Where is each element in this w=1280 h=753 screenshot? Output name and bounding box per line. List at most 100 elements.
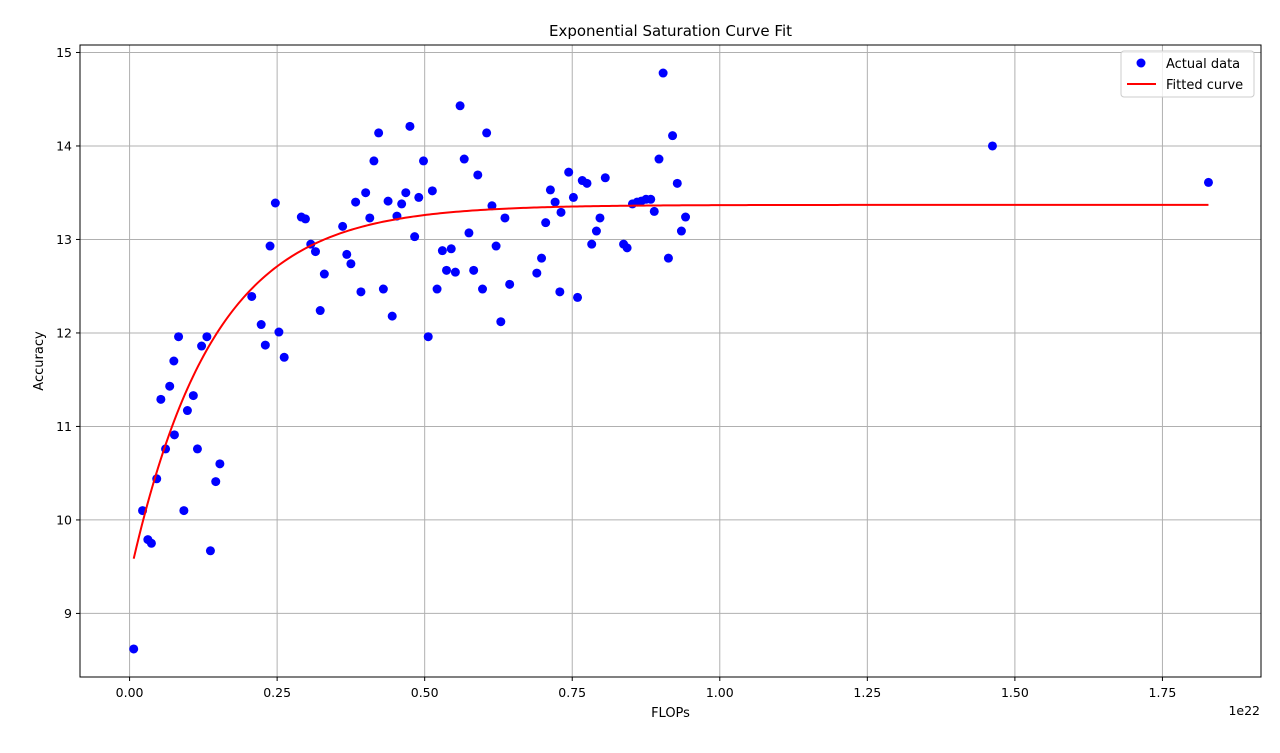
data-point (564, 167, 574, 177)
data-point (279, 352, 289, 362)
x-tick-label: 0.00 (116, 685, 144, 700)
data-point (1203, 177, 1213, 187)
data-point (169, 356, 179, 366)
data-point (668, 131, 678, 141)
x-tick-label: 1.75 (1149, 685, 1177, 700)
data-point (459, 154, 469, 164)
data-point (174, 332, 184, 342)
data-point (427, 186, 437, 196)
data-point (437, 246, 447, 256)
data-point (573, 292, 583, 302)
plot-area (129, 68, 1213, 654)
x-tick-label: 0.25 (263, 685, 291, 700)
data-point (315, 306, 325, 316)
data-point (587, 239, 597, 249)
x-tick-label: 0.75 (558, 685, 586, 700)
y-tick-label: 12 (56, 325, 72, 340)
data-point (568, 192, 578, 202)
data-point (418, 156, 428, 166)
data-point (500, 213, 510, 223)
data-point (450, 267, 460, 277)
data-point (300, 214, 310, 224)
y-axis-label: Accuracy (32, 331, 47, 391)
data-point (378, 284, 388, 294)
data-point (211, 477, 221, 487)
data-point (987, 141, 997, 151)
x-axis-label: FLOPs (651, 706, 690, 721)
data-point (405, 121, 415, 131)
data-point (482, 128, 492, 138)
data-point (256, 320, 266, 330)
data-point (676, 226, 686, 236)
legend: Actual data Fitted curve (1120, 50, 1255, 98)
data-point (555, 287, 565, 297)
data-point (179, 506, 189, 516)
data-point (401, 188, 411, 198)
data-point (591, 226, 601, 236)
data-point (478, 284, 488, 294)
chart-title: Exponential Saturation Curve Fit (549, 22, 792, 40)
data-point (365, 213, 375, 223)
data-point (197, 341, 207, 351)
y-tick-label: 9 (64, 606, 72, 621)
data-point (369, 156, 379, 166)
data-point (442, 265, 452, 275)
data-point (202, 332, 212, 342)
data-point (654, 154, 664, 164)
legend-marker-actual-data (1136, 58, 1146, 68)
data-point (496, 317, 506, 327)
data-point (464, 228, 474, 238)
data-point (165, 381, 175, 391)
data-point (423, 332, 433, 342)
data-point (672, 178, 682, 188)
y-tick-label: 11 (56, 419, 72, 434)
data-point (622, 243, 632, 253)
data-point (247, 291, 257, 301)
data-point (387, 311, 397, 321)
data-point (188, 391, 198, 401)
data-point (600, 173, 610, 183)
y-tick-label: 13 (56, 232, 72, 247)
data-point (192, 444, 202, 454)
data-point (356, 287, 366, 297)
data-point (582, 178, 592, 188)
data-point (505, 279, 515, 289)
data-point (550, 197, 560, 207)
data-point (556, 207, 566, 217)
data-point (182, 406, 192, 416)
data-point (410, 232, 420, 242)
x-tick-label: 1.25 (853, 685, 881, 700)
x-tick-label: 1.50 (1001, 685, 1029, 700)
data-point (469, 265, 479, 275)
data-point (338, 221, 348, 231)
x-tick-label: 0.50 (411, 685, 439, 700)
ticks: 0.00 0.25 0.50 0.75 1.00 1.25 1.50 1.75 9 10 11 12 1… (56, 45, 1176, 700)
data-point (260, 340, 270, 350)
data-point (274, 327, 284, 337)
data-point (545, 185, 555, 195)
data-point (146, 538, 156, 548)
y-tick-label: 14 (56, 138, 72, 153)
data-point (156, 394, 166, 404)
legend-label-fitted-curve: Fitted curve (1166, 78, 1243, 93)
data-point (432, 284, 442, 294)
fitted-curve-line (132, 203, 1209, 559)
data-point (487, 201, 497, 211)
data-point (532, 268, 542, 278)
data-point (397, 199, 407, 209)
data-point (658, 68, 668, 78)
data-point (446, 244, 456, 254)
legend-box (1120, 50, 1255, 98)
data-point (491, 241, 501, 251)
data-point (265, 241, 275, 251)
data-point (595, 213, 605, 223)
data-point (646, 194, 656, 204)
axes-frame (79, 44, 1262, 678)
data-point (270, 198, 280, 208)
data-point (681, 212, 691, 222)
data-point (541, 218, 551, 228)
data-point (319, 269, 329, 279)
data-point (649, 206, 659, 216)
